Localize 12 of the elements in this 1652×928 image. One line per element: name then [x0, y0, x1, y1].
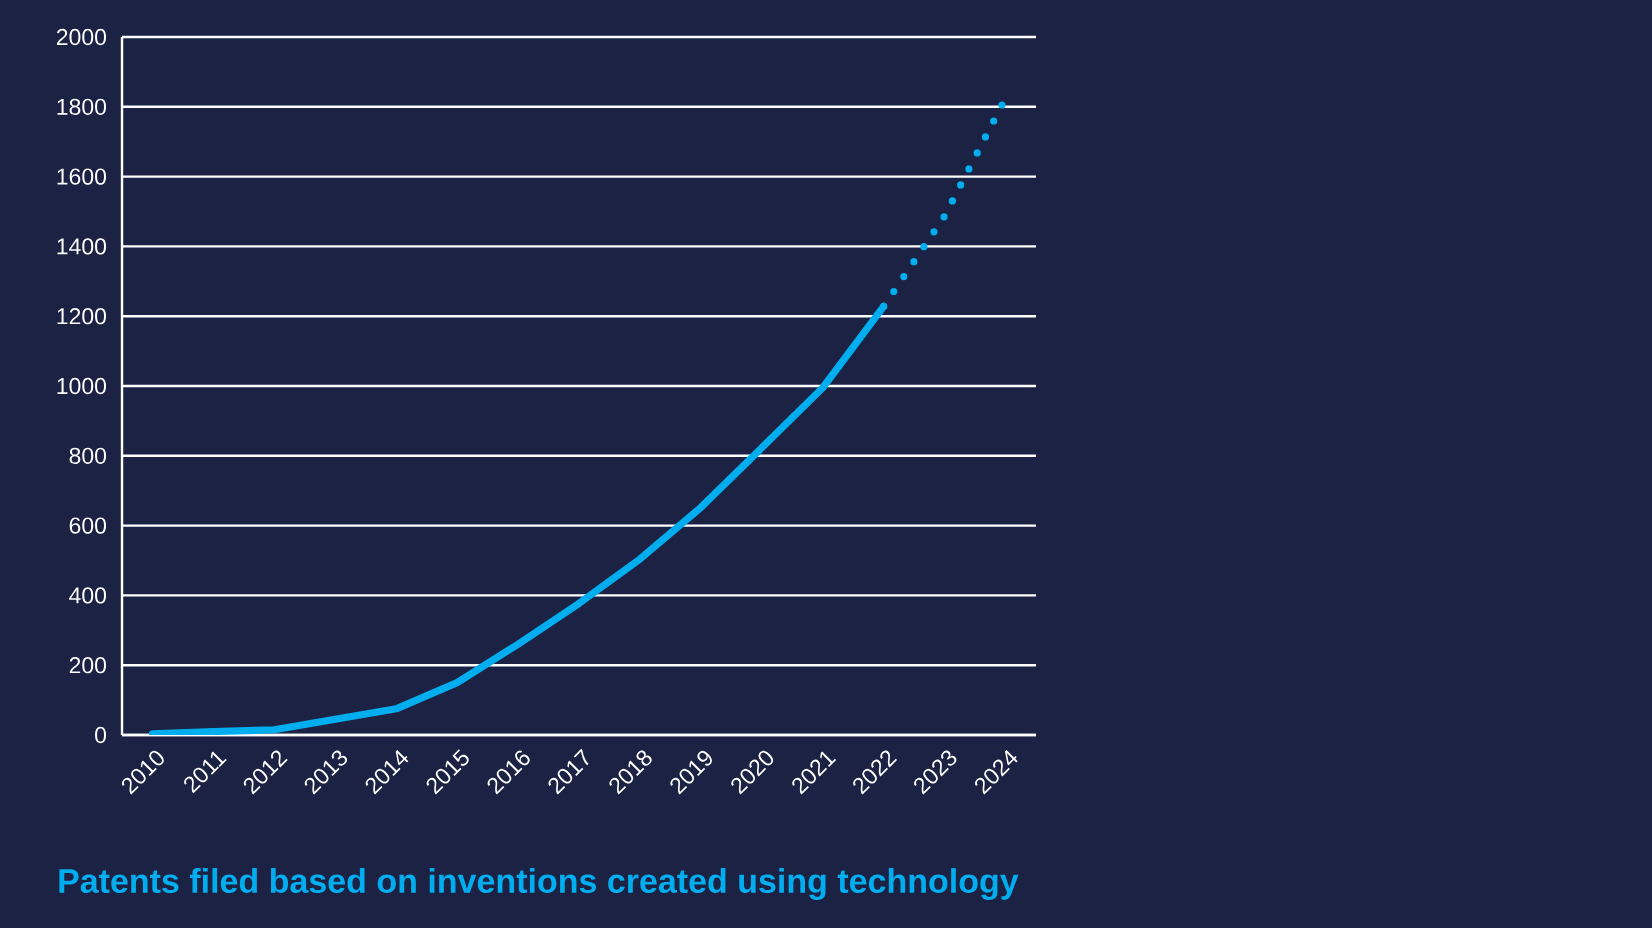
- y-tick-label: 1400: [57, 238, 107, 255]
- y-tick-label: 0: [95, 726, 107, 744]
- y-tick-label: 1600: [57, 168, 107, 185]
- text: Patents filed based on inventions created using technology: [59, 868, 1019, 900]
- y-tick-label: 1000: [57, 377, 107, 395]
- y-tick-label: 200: [69, 657, 107, 674]
- y-tick-label: 600: [69, 517, 107, 534]
- y-tick-label: 400: [69, 587, 107, 604]
- y-tick-label: 1200: [57, 308, 107, 325]
- y-tick-label: 800: [69, 447, 107, 464]
- y-tick-label: 1800: [57, 98, 107, 115]
- y-tick-label: 2000: [56, 28, 107, 46]
